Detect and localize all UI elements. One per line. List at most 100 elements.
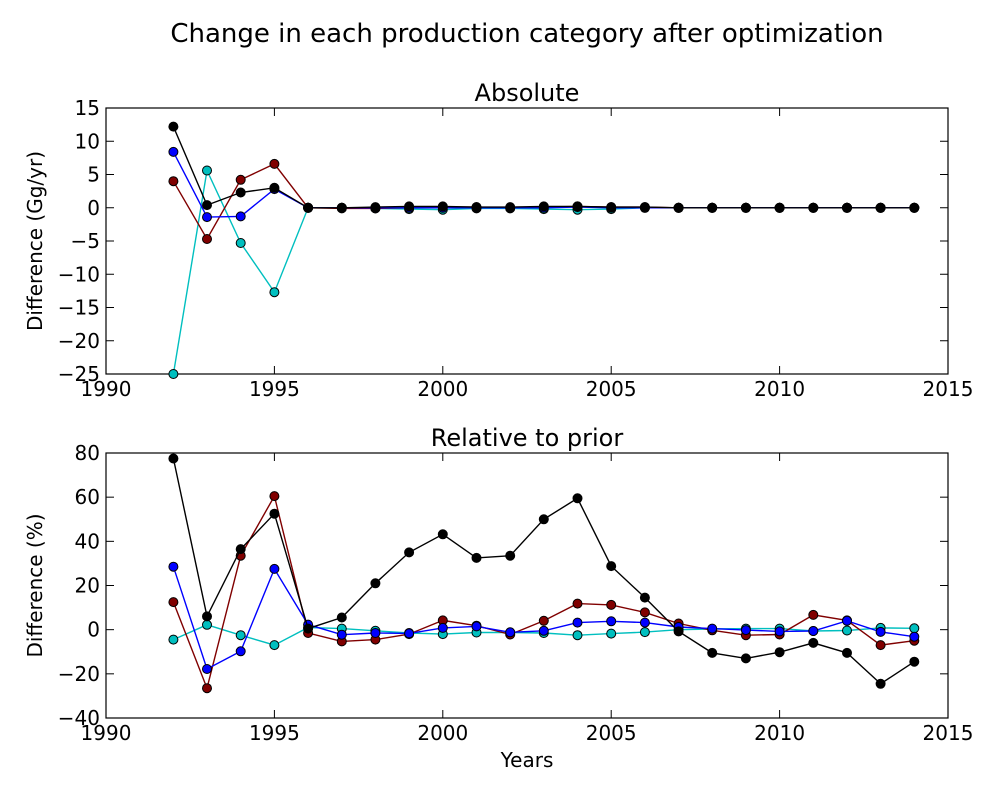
y-axis-label: Difference (Gg/yr) xyxy=(23,151,47,331)
y-tick-label: 5 xyxy=(87,163,100,187)
y-tick-label: 40 xyxy=(75,529,100,553)
data-point xyxy=(639,592,650,603)
data-point xyxy=(774,626,785,637)
data-point xyxy=(336,612,347,623)
x-tick-label: 1990 xyxy=(81,721,132,745)
data-point xyxy=(505,627,516,638)
data-point xyxy=(202,200,212,211)
y-tick-label: −20 xyxy=(58,662,100,686)
y-tick-label: 10 xyxy=(75,129,100,153)
y-tick-label: −15 xyxy=(58,296,100,320)
x-tick-label: 2005 xyxy=(586,377,637,401)
data-point xyxy=(673,202,684,213)
y-tick-label: −10 xyxy=(58,262,100,286)
data-point xyxy=(909,656,920,667)
data-point xyxy=(740,625,751,636)
data-point xyxy=(842,202,852,213)
panel-title: Relative to prior xyxy=(431,424,624,452)
data-point xyxy=(269,508,280,519)
data-point xyxy=(538,615,549,626)
data-point xyxy=(909,623,920,634)
data-point xyxy=(235,174,246,185)
data-point xyxy=(269,182,280,193)
y-tick-label: 15 xyxy=(75,96,100,120)
data-point xyxy=(707,623,718,634)
data-point xyxy=(202,619,212,630)
x-tick-label: 2010 xyxy=(754,721,805,745)
data-point xyxy=(202,683,212,694)
data-point xyxy=(842,615,852,626)
x-tick-label: 1995 xyxy=(249,721,300,745)
data-point xyxy=(235,630,246,641)
x-tick-label: 2015 xyxy=(923,721,974,745)
data-point xyxy=(471,202,482,213)
data-point xyxy=(572,598,583,609)
y-tick-label: 60 xyxy=(75,485,100,509)
data-point xyxy=(168,634,179,645)
data-point xyxy=(168,369,179,379)
series-line-1 xyxy=(172,494,915,691)
y-tick-label: 80 xyxy=(75,441,100,465)
plot-frame xyxy=(105,452,949,719)
y-tick-label: −5 xyxy=(71,229,100,253)
data-point xyxy=(606,616,617,627)
data-point xyxy=(606,599,617,610)
data-point xyxy=(404,547,415,558)
series-group xyxy=(168,453,920,694)
data-point xyxy=(168,121,179,132)
data-point xyxy=(909,202,920,213)
data-point xyxy=(606,628,617,639)
series-line-0 xyxy=(172,168,915,375)
data-point xyxy=(336,202,347,213)
panel-title: Absolute xyxy=(475,79,580,107)
data-point xyxy=(202,165,212,176)
x-tick-label: 2000 xyxy=(417,721,468,745)
data-point xyxy=(168,561,179,572)
data-point xyxy=(875,640,886,651)
plot-frame xyxy=(105,107,949,375)
data-point xyxy=(639,627,650,638)
data-point xyxy=(404,628,415,639)
data-point xyxy=(774,202,785,213)
data-point xyxy=(370,578,381,589)
data-point xyxy=(875,678,886,689)
data-point xyxy=(639,607,650,618)
absolute-panel: Absolute 1990 1995 2000 2005 2010 2015 −25 −20 −1… xyxy=(23,79,973,401)
data-point xyxy=(505,550,516,561)
data-point xyxy=(235,544,246,555)
y-tick-label: −40 xyxy=(58,706,100,730)
data-point xyxy=(639,202,650,213)
data-point xyxy=(269,491,280,502)
x-tick-label: 2010 xyxy=(754,377,805,401)
x-tick-label: 2015 xyxy=(923,377,974,401)
data-point xyxy=(235,238,246,248)
data-point xyxy=(606,561,617,572)
data-point xyxy=(808,202,819,213)
data-point xyxy=(842,647,852,658)
data-point xyxy=(740,202,751,213)
data-point xyxy=(572,617,583,628)
data-point xyxy=(168,146,179,157)
figure-title: Change in each production category after… xyxy=(170,19,883,49)
data-point xyxy=(842,625,852,636)
data-point xyxy=(572,201,583,212)
data-point xyxy=(168,176,179,187)
data-point xyxy=(707,647,718,658)
data-point xyxy=(202,664,212,674)
data-point xyxy=(673,626,684,637)
data-point xyxy=(269,287,280,298)
data-point xyxy=(505,202,516,213)
x-axis-label: Years xyxy=(500,748,554,772)
data-point xyxy=(370,202,381,213)
y-tick-label: 20 xyxy=(75,574,100,598)
data-point xyxy=(808,637,819,648)
data-point xyxy=(572,493,583,504)
data-point xyxy=(168,597,179,608)
x-tick-label: 1995 xyxy=(249,377,300,401)
y-axis-label: Difference (%) xyxy=(23,513,47,657)
data-point xyxy=(269,563,280,574)
data-point xyxy=(269,640,280,651)
data-point xyxy=(808,626,819,636)
